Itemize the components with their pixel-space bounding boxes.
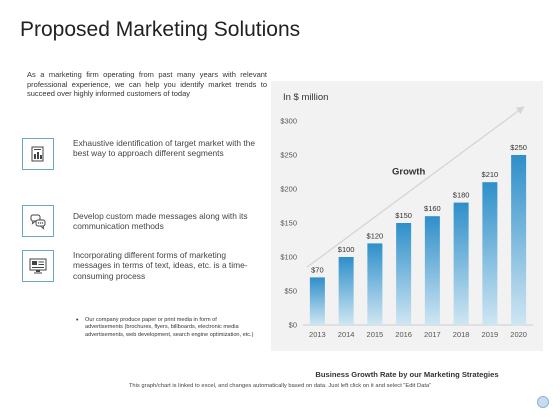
- data-label: $100: [338, 245, 355, 254]
- y-tick-label: $250: [280, 151, 297, 160]
- report-chart-icon: [22, 138, 54, 170]
- feature-item-market-identification: Exhaustive identification of target mark…: [22, 138, 272, 178]
- x-tick-label: 2020: [510, 330, 527, 339]
- data-label: $160: [424, 204, 441, 213]
- chart-unit-label: In $ million: [283, 92, 329, 103]
- x-tick-label: 2016: [395, 330, 412, 339]
- bar-2016: [396, 223, 412, 325]
- y-tick-label: $150: [280, 219, 297, 228]
- multimedia-monitor-icon: [22, 250, 54, 282]
- data-label: $70: [311, 265, 324, 274]
- bar-2018: [453, 202, 469, 325]
- x-tick-label: 2019: [482, 330, 499, 339]
- data-label: $150: [395, 211, 412, 220]
- feature-text: Develop custom made messages along with …: [73, 211, 248, 232]
- bullet-note: Our company produce paper or print media…: [76, 317, 256, 339]
- data-label: $250: [510, 143, 527, 152]
- y-tick-label: $200: [280, 185, 297, 194]
- bar-2020: [511, 155, 527, 325]
- growth-arrow: [306, 106, 525, 268]
- feature-item-multimedia-forms: Incorporating different forms of marketi…: [22, 250, 272, 290]
- bar-2015: [367, 243, 383, 325]
- chat-bubbles-icon: [22, 205, 54, 237]
- y-tick-label: $0: [289, 321, 297, 330]
- data-label: $210: [482, 170, 499, 179]
- page-title: Proposed Marketing Solutions: [20, 18, 301, 41]
- x-tick-label: 2014: [338, 330, 355, 339]
- corner-dot-icon: [537, 396, 549, 408]
- feature-text: Exhaustive identification of target mark…: [73, 138, 256, 159]
- x-tick-label: 2015: [367, 330, 384, 339]
- bar-2017: [424, 216, 440, 325]
- intro-paragraph: As a marketing firm operating from past …: [27, 70, 267, 99]
- data-label: $120: [367, 231, 384, 240]
- bar-2019: [482, 182, 498, 325]
- bar-2014: [338, 257, 354, 325]
- data-label: $180: [453, 191, 470, 200]
- x-tick-label: 2017: [424, 330, 441, 339]
- bar-2013: [309, 277, 325, 325]
- y-tick-label: $300: [280, 117, 297, 126]
- x-tick-label: 2018: [453, 330, 470, 339]
- feature-text: Incorporating different forms of marketi…: [73, 250, 248, 281]
- footer-note: This graph/chart is linked to excel, and…: [128, 383, 432, 389]
- y-tick-label: $50: [284, 287, 297, 296]
- feature-item-custom-messages: Develop custom made messages along with …: [22, 205, 272, 245]
- chart-caption: Business Growth Rate by our Marketing St…: [315, 370, 499, 379]
- growth-bar-chart: $0 $50 $100 $150 $200 $250 $300 $70 2013 $100 201…: [280, 106, 533, 339]
- x-tick-label: 2013: [309, 330, 326, 339]
- y-tick-label: $100: [280, 253, 297, 262]
- growth-annotation: Growth: [392, 167, 425, 178]
